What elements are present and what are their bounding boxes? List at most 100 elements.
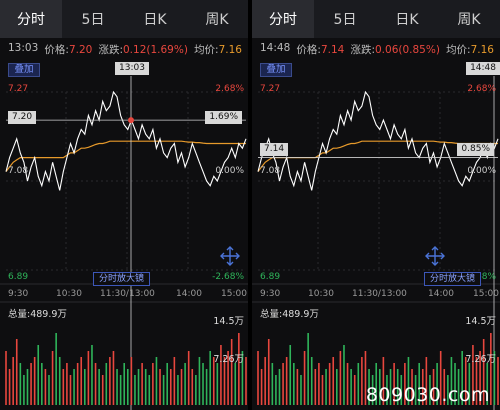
volume-bar (98, 369, 100, 405)
volume-bar (19, 363, 22, 405)
time-tick: 9:30 (260, 289, 281, 299)
volume-bar (241, 351, 244, 405)
tab-intraday[interactable]: 分时 (252, 0, 314, 38)
volume-max-label: 14.5万 (213, 316, 244, 327)
volume-bar (177, 375, 179, 405)
volume-bar (130, 357, 133, 405)
volume-mid-label: 7.26万 (465, 354, 496, 365)
volume-bar (37, 345, 40, 405)
avg-price-line (5, 140, 246, 172)
volume-bar (275, 375, 277, 405)
volume-bar (472, 345, 474, 405)
quote-change: 涨跌:0.06(0.85%) (350, 44, 440, 56)
volume-bar (205, 369, 208, 405)
volume-bar (336, 369, 338, 405)
price-line (5, 90, 247, 191)
volume-bar (48, 375, 50, 405)
volume-bar (325, 369, 327, 405)
volume-bar (407, 357, 410, 405)
chart-panel-left: 分时 5日 日K 周K 13:03 价格:7.20 涨跌:0.12(1.69%)… (0, 0, 248, 410)
expand-arrows-icon[interactable] (424, 245, 446, 267)
volume-bar (12, 357, 14, 405)
period-tabs: 分时 5日 日K 周K (0, 0, 248, 38)
time-tick: 10:30 (56, 289, 82, 299)
volume-bar (216, 363, 219, 405)
overlay-button[interactable]: 叠加 (8, 63, 40, 77)
volume-bar (432, 369, 435, 405)
volume-bar (307, 333, 309, 405)
volume-bar (260, 369, 263, 405)
volume-bar (396, 369, 399, 405)
volume-bar (126, 369, 129, 405)
volume-bar (300, 375, 302, 405)
intraday-chart-right[interactable] (252, 0, 500, 410)
volume-bar (321, 375, 324, 405)
volume-bar (454, 363, 456, 405)
quote-info-bar: 13:03 价格:7.20 涨跌:0.12(1.69%) 均价:7.16 (8, 42, 242, 58)
volume-bar (497, 357, 499, 405)
volume-bar (94, 363, 97, 405)
zoom-lens-button[interactable]: 分时放大镜 (424, 272, 482, 286)
volume-bar (400, 375, 403, 405)
tab-daily-k[interactable]: 日K (395, 12, 419, 28)
zoom-lens-button[interactable]: 分时放大镜 (93, 272, 151, 286)
tab-5day[interactable]: 5日 (81, 12, 105, 28)
time-tick: 14:00 (176, 289, 202, 299)
volume-bar (282, 363, 284, 405)
tab-weekly-k[interactable]: 周K (205, 12, 229, 28)
quote-time: 14:48 (260, 42, 291, 54)
axis-zero-pct: 0.00% (215, 166, 244, 176)
cursor-pct-tag: 1.69% (205, 111, 242, 124)
volume-bar (73, 369, 75, 405)
tab-5day[interactable]: 5日 (333, 12, 357, 28)
volume-bar (69, 375, 72, 405)
volume-bar (357, 363, 360, 405)
volume-bar (30, 363, 32, 405)
volume-bar (41, 363, 43, 405)
volume-bar (184, 363, 186, 405)
volume-bar (490, 333, 492, 405)
expand-arrows-icon[interactable] (219, 245, 241, 267)
volume-bar (223, 357, 226, 405)
volume-bar (457, 369, 460, 405)
volume-bar (5, 351, 7, 405)
overlay-button[interactable]: 叠加 (260, 63, 292, 77)
volume-bar (436, 363, 438, 405)
volume-bar (425, 357, 428, 405)
volume-bar (285, 357, 288, 405)
tab-daily-k[interactable]: 日K (143, 12, 167, 28)
volume-bar (271, 363, 274, 405)
volume-bar (76, 363, 79, 405)
time-tick: 14:00 (428, 289, 454, 299)
volume-bar (429, 375, 431, 405)
volume-bar (267, 339, 270, 405)
axis-open-price: 7.08 (8, 166, 29, 176)
axis-high-price: 7.27 (260, 84, 281, 94)
tab-weekly-k[interactable]: 周K (457, 12, 481, 28)
volume-bar (353, 375, 356, 405)
quote-info-bar: 14:48 价格:7.14 涨跌:0.06(0.85%) 均价:7.16 (260, 42, 494, 58)
volume-bar (84, 369, 86, 405)
cursor-time-tag: 14:48 (466, 62, 500, 75)
time-tick: 11:30/13:00 (352, 289, 407, 299)
volume-bar (318, 363, 320, 405)
volume-bar (55, 333, 57, 405)
volume-mid-label: 7.26万 (213, 354, 244, 365)
tab-intraday[interactable]: 分时 (0, 0, 62, 38)
volume-bar (23, 375, 25, 405)
volume-bar (148, 375, 151, 405)
volume-bar (123, 363, 126, 405)
cursor-time-tag: 13:03 (115, 62, 149, 75)
axis-low-price: 6.89 (260, 272, 281, 282)
volume-bar (404, 363, 406, 405)
volume-bar (314, 369, 317, 405)
volume-bar (468, 363, 471, 405)
volume-bar (198, 357, 201, 405)
quote-avg: 均价:7.16 (194, 44, 242, 56)
quote-price: 价格:7.14 (296, 44, 345, 56)
axis-low-price: 6.89 (8, 272, 29, 282)
volume-bar (62, 369, 65, 405)
volume-bar (310, 357, 313, 405)
volume-bar (364, 351, 367, 405)
intraday-chart-left[interactable] (0, 0, 248, 410)
